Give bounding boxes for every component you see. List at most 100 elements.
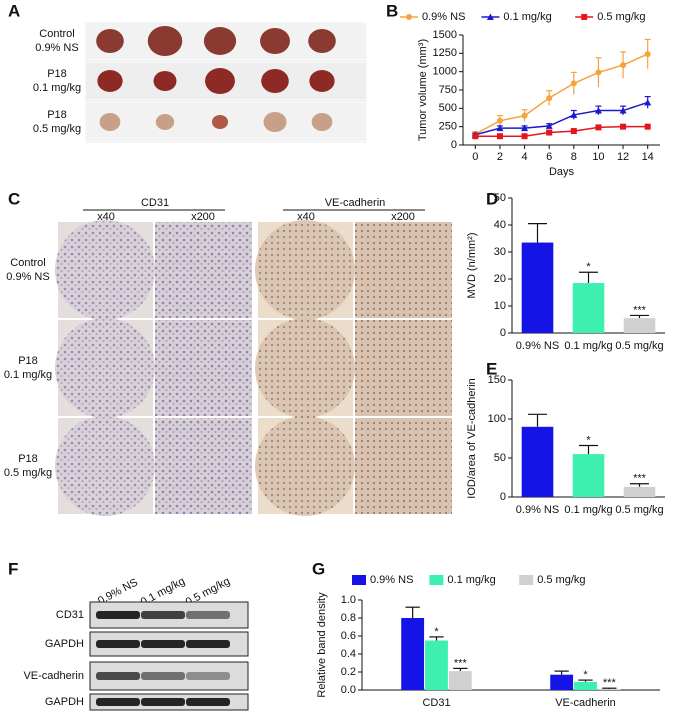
significance: *** — [454, 657, 468, 669]
y-axis-label: IOD/area of VE-cadherin — [466, 378, 478, 498]
decoration — [96, 672, 140, 680]
x-tick-label: 0.5 mg/kg — [615, 504, 663, 516]
y-tick-label: 0.6 — [341, 630, 356, 642]
bar — [574, 681, 597, 690]
decoration — [155, 320, 252, 416]
y-tick-label: 100 — [488, 413, 506, 425]
bar — [572, 454, 605, 497]
y-tick-label: 1500 — [433, 29, 457, 41]
y-tick-label: 30 — [494, 246, 506, 258]
decoration — [355, 222, 452, 318]
magnification: x40 — [97, 211, 115, 223]
x-tick-label: 6 — [546, 151, 552, 163]
bar — [521, 426, 554, 497]
y-tick-label: 20 — [494, 273, 506, 285]
x-tick-label: 14 — [642, 151, 654, 163]
data-point — [619, 107, 627, 114]
decoration — [141, 698, 185, 706]
data-point — [595, 124, 602, 131]
decoration — [308, 29, 336, 53]
decoration — [155, 114, 175, 130]
significance: * — [434, 626, 439, 638]
error-bar — [429, 636, 444, 641]
series-line — [475, 101, 648, 136]
decoration — [255, 220, 355, 320]
data-point — [521, 112, 528, 119]
legend-marker — [406, 14, 412, 20]
y-tick-label: 50 — [494, 192, 506, 204]
x-tick-label: 0.1 mg/kg — [564, 340, 612, 352]
error-bar — [579, 444, 598, 455]
decoration — [55, 220, 155, 320]
decoration — [141, 640, 185, 648]
bar — [448, 671, 472, 690]
y-tick-label: 0 — [500, 491, 506, 503]
decoration — [55, 416, 155, 516]
decoration — [96, 698, 140, 706]
significance: * — [586, 261, 591, 273]
magnification: x40 — [297, 211, 315, 223]
decoration — [96, 640, 140, 648]
y-tick-label: 500 — [439, 102, 457, 114]
panel-letter: E — [486, 359, 497, 378]
bar — [623, 318, 656, 333]
bar — [401, 618, 425, 690]
decoration — [255, 318, 355, 418]
x-tick-label: 12 — [617, 151, 629, 163]
series-line — [474, 53, 648, 135]
data-point — [594, 107, 602, 114]
x-tick-label: 4 — [522, 151, 528, 163]
decoration — [186, 611, 230, 619]
legend-marker — [581, 14, 588, 20]
error-bar — [630, 314, 649, 319]
x-tick-label: 0.9% NS — [516, 504, 559, 516]
data-point — [644, 51, 651, 58]
row-label: P18 — [18, 355, 38, 367]
decoration — [260, 28, 290, 54]
decoration — [97, 70, 123, 92]
decoration — [203, 27, 237, 55]
y-tick-label: 1250 — [433, 47, 457, 59]
x-tick-label: 0.1 mg/kg — [564, 504, 612, 516]
y-tick-label: 0 — [500, 327, 506, 339]
y-tick-label: 0.8 — [341, 612, 356, 624]
panel-letter: B — [386, 1, 398, 20]
panel-letter: G — [312, 559, 325, 578]
decoration — [55, 318, 155, 418]
band-label: GAPDH — [45, 638, 84, 650]
bar — [572, 283, 605, 333]
decoration — [96, 29, 124, 53]
panel-letter: C — [8, 189, 20, 208]
legend-label: 0.5 mg/kg — [597, 11, 645, 23]
decoration — [255, 416, 355, 516]
decoration — [309, 70, 335, 92]
row-label: P18 — [47, 109, 67, 121]
significance: * — [583, 669, 588, 681]
band-label: CD31 — [56, 609, 84, 621]
decoration — [186, 698, 230, 706]
error-bar — [453, 667, 468, 672]
error-bar — [405, 606, 420, 618]
decoration — [141, 672, 185, 680]
decoration — [355, 418, 452, 514]
decoration — [355, 320, 452, 416]
legend-label: 0.1 mg/kg — [503, 11, 551, 23]
row-label: Control — [10, 257, 45, 269]
bar — [521, 242, 554, 333]
x-tick-label: 8 — [571, 151, 577, 163]
error-bar — [630, 483, 649, 487]
decoration — [155, 222, 252, 318]
stain-header: CD31 — [141, 197, 169, 209]
y-tick-label: 250 — [439, 121, 457, 133]
row-label: 0.9% NS — [6, 271, 49, 283]
y-tick-label: 1000 — [433, 66, 457, 78]
y-tick-label: 750 — [439, 84, 457, 96]
decoration — [311, 113, 333, 131]
magnification: x200 — [391, 211, 415, 223]
panel-letter: D — [486, 189, 498, 208]
y-axis-label: MVD (n/mm²) — [466, 233, 478, 299]
data-point — [472, 133, 479, 140]
x-tick-label: CD31 — [422, 697, 450, 709]
decoration — [155, 418, 252, 514]
